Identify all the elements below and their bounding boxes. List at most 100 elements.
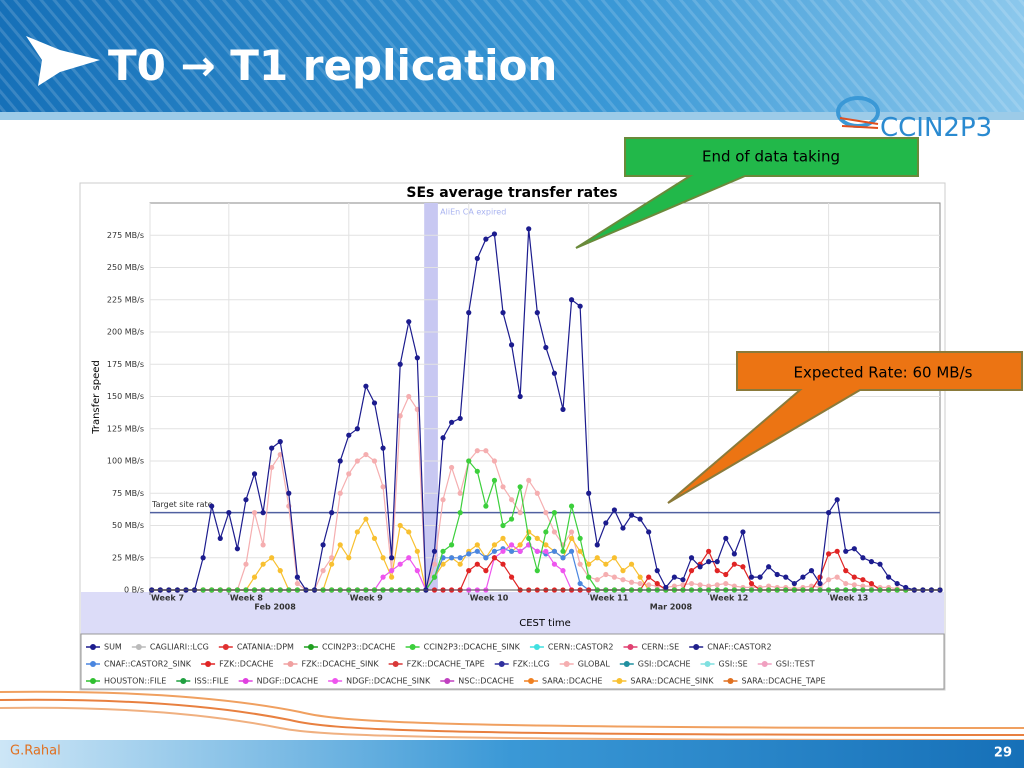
data-point (491, 555, 498, 561)
data-point (834, 497, 840, 503)
legend-label: CERN::SE (641, 643, 679, 652)
data-point (397, 361, 403, 367)
data-point (380, 445, 386, 451)
legend-label: GSI::SE (719, 660, 748, 669)
y-tick-label: 0 B/s (124, 586, 144, 595)
data-point (826, 551, 832, 557)
data-point (723, 535, 729, 542)
data-point (491, 548, 498, 554)
data-point (517, 509, 523, 516)
data-point (491, 458, 498, 464)
data-point (860, 583, 866, 589)
data-point (337, 490, 343, 496)
data-point (457, 561, 463, 567)
header-stripes (0, 0, 1024, 112)
callout-text: Expected Rate: 60 MB/s (794, 364, 973, 382)
data-point (209, 503, 215, 509)
data-point (397, 561, 403, 567)
reference-label: Target site rate (151, 500, 213, 509)
data-point (269, 445, 275, 451)
data-point (397, 413, 403, 419)
data-point (243, 497, 249, 503)
legend-label: CCIN2P3::DCACHE (322, 643, 396, 652)
data-point (234, 546, 240, 552)
data-point (508, 548, 515, 554)
data-point (851, 546, 857, 552)
legend-label: SUM (104, 643, 122, 652)
data-point (766, 564, 772, 570)
y-tick-label: 200 MB/s (107, 328, 144, 337)
data-point (594, 542, 600, 548)
legend-label: CCIN2P3::DCACHE_SINK (424, 643, 521, 652)
data-point (611, 507, 618, 513)
data-point (217, 535, 223, 542)
y-axis-label: Transfer speed (91, 360, 102, 435)
data-point (389, 555, 395, 561)
data-point (654, 580, 660, 587)
legend-marker (205, 661, 212, 667)
data-point (457, 490, 463, 496)
legend-marker (307, 644, 314, 650)
data-point (491, 542, 498, 548)
data-point (851, 582, 857, 588)
legend-label: GSI::TEST (776, 660, 815, 669)
legend-marker (528, 678, 535, 684)
data-point (526, 477, 532, 483)
data-point (474, 448, 480, 454)
data-point (269, 464, 275, 471)
x-tick-label: Week 10 (470, 594, 509, 603)
data-point (628, 579, 635, 585)
data-point (500, 535, 506, 542)
data-point (414, 568, 420, 574)
legend-marker (392, 661, 399, 667)
data-point (843, 580, 849, 587)
data-point (868, 559, 875, 565)
data-point (517, 484, 523, 490)
data-point (620, 525, 626, 531)
data-point (466, 551, 472, 557)
footer-deco (0, 698, 1024, 736)
y-tick-label: 250 MB/s (107, 263, 144, 272)
data-point (860, 577, 866, 583)
data-point (508, 516, 515, 522)
data-point (646, 529, 652, 535)
data-point (766, 583, 772, 589)
data-point (577, 548, 583, 554)
data-point (560, 555, 566, 561)
data-point (371, 458, 378, 464)
y-tick-label: 125 MB/s (107, 424, 144, 433)
y-tick-label: 275 MB/s (107, 231, 144, 240)
data-point (560, 406, 566, 412)
data-point (449, 419, 455, 425)
legend-label: CAGLIARI::LCG (150, 643, 209, 652)
legend-marker (761, 661, 768, 667)
x-tick-label: Week 9 (350, 594, 383, 603)
data-point (414, 355, 420, 361)
data-point (260, 561, 266, 567)
data-point (431, 574, 438, 580)
legend-marker (90, 678, 96, 684)
data-point (517, 393, 523, 400)
legend-marker (727, 678, 734, 684)
data-point (688, 580, 695, 587)
data-point (903, 584, 909, 591)
data-point (637, 574, 643, 580)
data-point (260, 509, 266, 516)
data-point (500, 561, 506, 567)
data-point (688, 555, 695, 561)
data-point (354, 529, 360, 535)
data-point (243, 561, 249, 567)
data-point (346, 432, 352, 438)
legend-marker (90, 644, 96, 650)
data-point (500, 522, 506, 529)
data-point (731, 561, 737, 567)
data-point (543, 344, 549, 351)
legend-marker (616, 678, 623, 684)
data-point (568, 297, 575, 303)
legend-label: ISS::FILE (194, 677, 228, 686)
legend-marker (533, 644, 540, 650)
data-point (251, 509, 258, 516)
data-point (551, 370, 558, 376)
header-edge (0, 112, 1024, 120)
